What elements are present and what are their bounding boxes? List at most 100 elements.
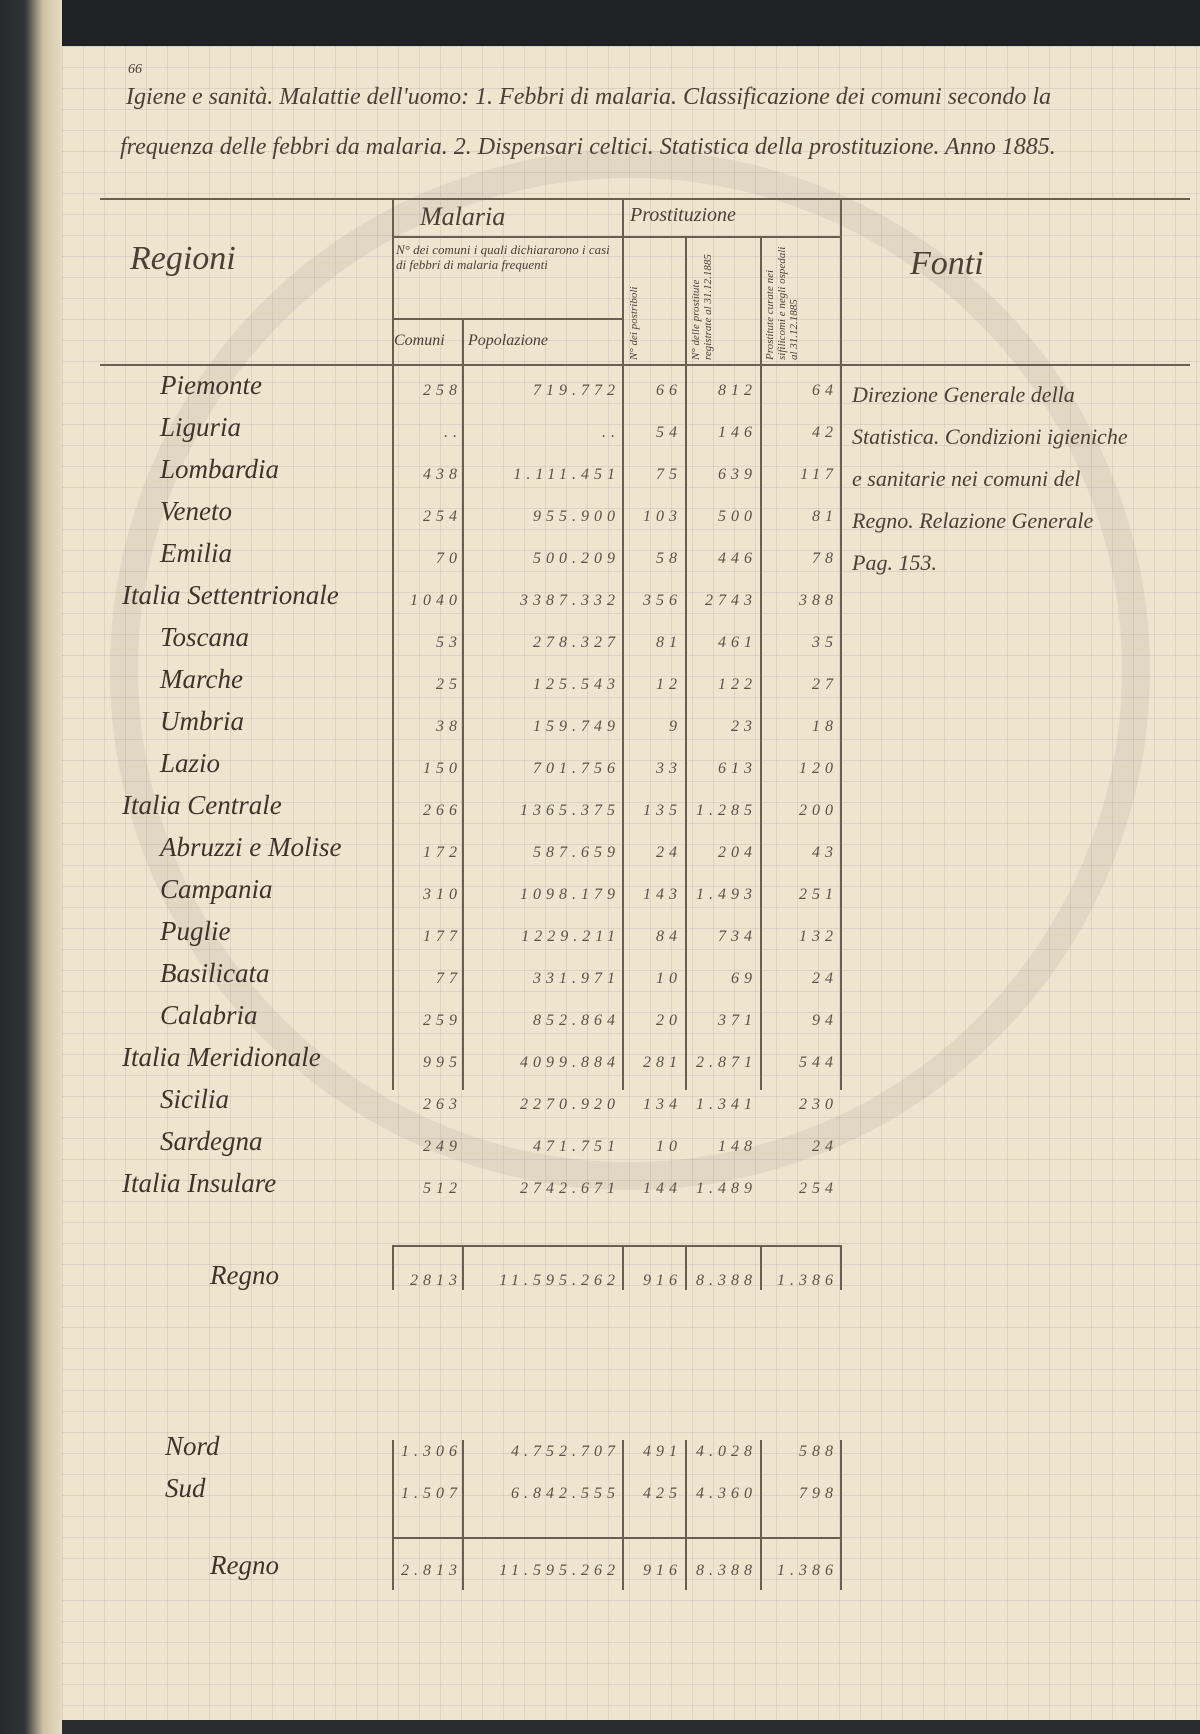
column-rule — [622, 198, 624, 1090]
column-rule — [760, 1245, 762, 1290]
table-row-curate: 132 — [799, 928, 838, 945]
regno-summary-row-postriboli: 916 — [643, 1562, 682, 1579]
summary-row-popolazione: 6.842.555 — [511, 1485, 620, 1502]
table-row-postriboli: 24 — [656, 844, 682, 861]
table-row-label: Italia Meridionale — [122, 1042, 321, 1072]
summary-row-prostitute: 4.360 — [696, 1485, 757, 1502]
table-row-comuni: 266 — [423, 802, 462, 819]
table-row-popolazione: .. — [602, 424, 620, 441]
table-row-prostitute: 639 — [718, 466, 757, 483]
regno-row-prostitute: 8.388 — [696, 1272, 757, 1289]
summary-row-comuni: 1.306 — [401, 1443, 462, 1460]
regno-summary-row-curate: 1.386 — [777, 1562, 838, 1579]
table-row-label: Calabria — [160, 1000, 258, 1030]
table-row-postriboli: 143 — [643, 886, 682, 903]
table-row-comuni: 512 — [423, 1180, 462, 1197]
regno-row-popolazione: 11.595.262 — [499, 1272, 620, 1289]
regno-summary-row-popolazione: 11.595.262 — [499, 1562, 620, 1579]
source-line: e sanitarie nei comuni del — [852, 466, 1081, 491]
table-row-curate: 24 — [812, 970, 838, 987]
table-row-prostitute: 1.489 — [696, 1180, 757, 1197]
table-row-prostitute: 1.493 — [696, 886, 757, 903]
header-postriboli: N° dei postriboli — [628, 286, 640, 360]
table-row-postriboli: 58 — [656, 550, 682, 567]
table-row-popolazione: 159.749 — [533, 718, 620, 735]
summary-row-label: Nord — [165, 1431, 220, 1461]
table-row-comuni: 177 — [423, 928, 462, 945]
table-row-postriboli: 33 — [656, 760, 682, 777]
header-prostituzione: Prostituzione — [630, 204, 736, 226]
table-row-popolazione: 2742.671 — [520, 1180, 620, 1197]
table-row-prostitute: 2.871 — [696, 1054, 757, 1071]
source-line: Statistica. Condizioni igieniche — [852, 424, 1128, 449]
book-cover-top — [0, 0, 1200, 48]
table-row-label: Umbria — [160, 706, 245, 736]
summary-row-curate: 798 — [799, 1485, 838, 1502]
table-row-curate: 64 — [812, 382, 838, 399]
table-row-popolazione: 1.111.451 — [513, 466, 620, 483]
column-rule — [392, 1245, 394, 1290]
summary-row-comuni: 1.507 — [401, 1485, 462, 1502]
table-row-postriboli: 20 — [656, 1012, 682, 1029]
table-row-postriboli: 9 — [669, 718, 682, 735]
header-malaria: Malaria — [420, 202, 506, 231]
header-bottom-rule — [100, 364, 1190, 366]
header-malaria-sub: N° dei comuni i quali dichiararono i cas… — [396, 242, 610, 272]
table-row-comuni: 438 — [423, 466, 462, 483]
table-row-popolazione: 3387.332 — [520, 592, 620, 609]
table-row-comuni: 995 — [423, 1054, 462, 1071]
header-prostitute: N° delle prostitute registrate al 31.12.… — [690, 254, 714, 360]
table-row-popolazione: 955.900 — [533, 508, 620, 525]
table-row-prostitute: 500 — [718, 508, 757, 525]
regno-row-postriboli: 916 — [643, 1272, 682, 1289]
table-row-prostitute: 613 — [718, 760, 757, 777]
column-rule — [760, 236, 762, 1090]
table-row-comuni: 150 — [423, 760, 462, 777]
table-row-label: Italia Settentrionale — [122, 580, 339, 610]
table-row-curate: 27 — [812, 676, 838, 693]
table-row-prostitute: 1.341 — [696, 1096, 757, 1113]
table-row-comuni: 310 — [423, 886, 462, 903]
table-row-prostitute: 371 — [718, 1012, 757, 1029]
table-row-comuni: 254 — [423, 508, 462, 525]
source-line: Pag. 153. — [852, 550, 937, 575]
table-row-postriboli: 66 — [656, 382, 682, 399]
table-row-popolazione: 2270.920 — [520, 1096, 620, 1113]
table-row-prostitute: 1.285 — [696, 802, 757, 819]
table-row-postriboli: 135 — [643, 802, 682, 819]
table-row-popolazione: 1098.179 — [520, 886, 620, 903]
table-row-comuni: 25 — [436, 676, 462, 693]
book-spine — [0, 0, 62, 1734]
summary-row-curate: 588 — [799, 1443, 838, 1460]
table-row-curate: 81 — [812, 508, 838, 525]
table-row-curate: 35 — [812, 634, 838, 651]
table-row-comuni: 53 — [436, 634, 462, 651]
table-row-postriboli: 54 — [656, 424, 682, 441]
column-rule — [685, 1245, 687, 1290]
table-row-postriboli: 103 — [643, 508, 682, 525]
table-row-comuni: 258 — [423, 382, 462, 399]
table-row-prostitute: 204 — [718, 844, 757, 861]
regno-row-curate: 1.386 — [777, 1272, 838, 1289]
table-row-prostitute: 734 — [718, 928, 757, 945]
table-row-comuni: 1040 — [410, 592, 462, 609]
summary-row-postriboli: 425 — [643, 1485, 682, 1502]
table-row-popolazione: 587.659 — [533, 844, 620, 861]
table-row-postriboli: 356 — [643, 592, 682, 609]
table-row-popolazione: 500.209 — [533, 550, 620, 567]
total-rule — [392, 1537, 840, 1539]
table-row-comuni: 249 — [423, 1138, 462, 1155]
table-row-curate: 251 — [799, 886, 838, 903]
column-rule — [392, 1440, 394, 1590]
page-title-line2: frequenza delle febbri da malaria. 2. Di… — [120, 134, 1056, 160]
table-row-comuni: 263 — [423, 1096, 462, 1113]
table-row-popolazione: 278.327 — [533, 634, 620, 651]
table-row-comuni: 77 — [436, 970, 462, 987]
table-row-label: Toscana — [160, 622, 250, 652]
table-row-postriboli: 10 — [656, 1138, 682, 1155]
table-row-label: Emilia — [160, 538, 232, 568]
table-row-curate: 544 — [799, 1054, 838, 1071]
column-rule — [622, 1245, 624, 1290]
column-rule — [760, 1440, 762, 1590]
column-rule — [392, 198, 394, 1090]
